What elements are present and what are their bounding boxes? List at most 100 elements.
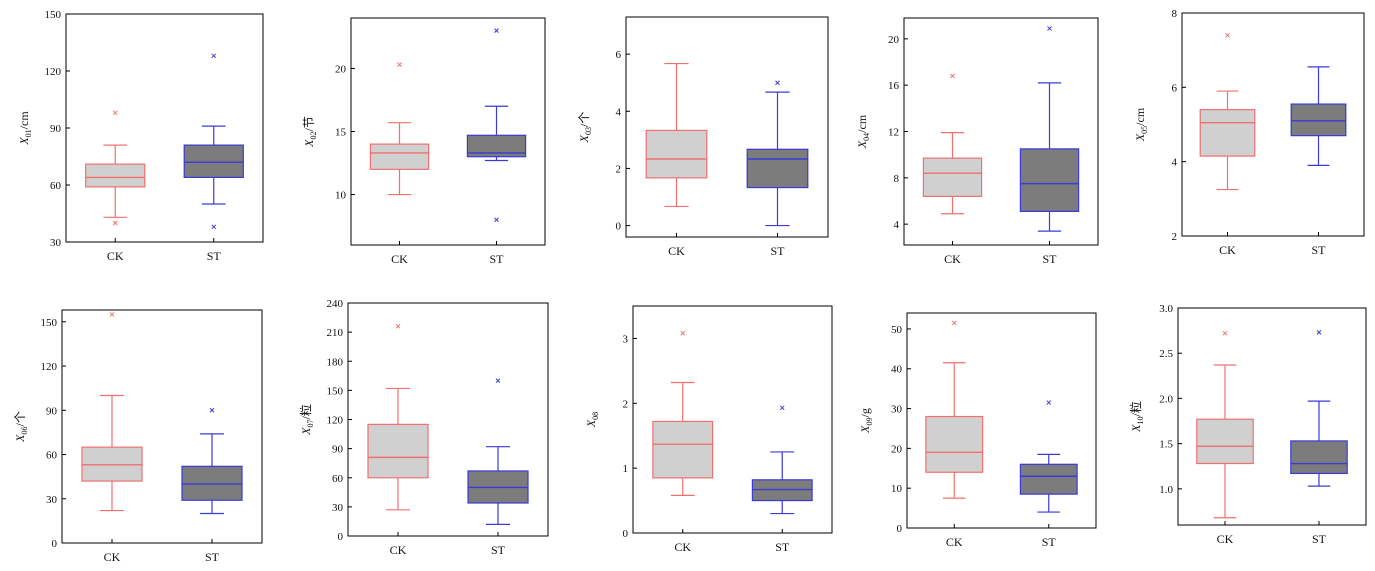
y-tick-label: 8	[894, 173, 900, 185]
outlier-point	[209, 407, 215, 413]
y-tick-label: 2	[623, 398, 629, 410]
iqr-box	[81, 446, 143, 482]
y-tick-label: 3.0	[1159, 303, 1173, 315]
outlier-point	[211, 53, 217, 59]
boxplot-panel-10: 1.0 1.5 2.0 2.5 3.0 CK ST X10/粒	[1128, 303, 1367, 546]
boxplot-panel-9: 0 10 20 30 40 50 CK ST X09/g	[858, 312, 1097, 549]
y-tick-label: 30	[332, 502, 344, 514]
box-ck	[85, 110, 146, 226]
outlier-point	[680, 330, 686, 336]
outlier-point	[495, 378, 501, 384]
y-tick-label: 4	[1172, 157, 1178, 169]
box-ck	[922, 73, 983, 215]
x-category-label: CK	[944, 252, 961, 266]
x-category-label: CK	[674, 540, 691, 554]
y-tick-label: 0	[623, 528, 629, 540]
y-tick-label: 10	[891, 483, 903, 495]
iqr-box	[645, 129, 708, 179]
iqr-box	[369, 143, 430, 170]
x-category-label: CK	[391, 252, 408, 266]
box-st	[467, 378, 529, 525]
x-category-label: ST	[1042, 252, 1057, 266]
y-tick-label: 30	[46, 494, 58, 506]
y-axis-label: X03/个	[577, 112, 593, 144]
x-category-label: ST	[1312, 532, 1327, 546]
outlier-point	[951, 320, 957, 326]
outlier-point	[395, 323, 401, 329]
outlier-point	[397, 62, 402, 68]
plot-frame	[625, 16, 829, 238]
outlier-point	[1225, 32, 1230, 38]
x-category-label: CK	[390, 543, 407, 557]
outlier-point	[779, 405, 785, 411]
plot-frame	[1177, 307, 1367, 526]
box-ck	[1199, 32, 1256, 191]
y-tick-label: 1	[623, 463, 629, 475]
outlier-point	[112, 220, 118, 226]
box-ck	[652, 330, 714, 496]
y-axis-label: X10/粒	[1128, 401, 1145, 433]
x-category-label: CK	[107, 249, 124, 263]
y-axis-label: X02/节	[302, 116, 318, 148]
outlier-point	[494, 28, 499, 33]
y-axis-label: X09/g	[858, 408, 874, 434]
iqr-box	[1019, 148, 1080, 213]
y-tick-label: 90	[50, 123, 62, 135]
outlier-point	[1046, 400, 1052, 405]
y-tick-label: 2.5	[1159, 348, 1173, 360]
y-axis-label: X04/cm	[855, 114, 871, 149]
iqr-box	[746, 148, 809, 189]
plot-frame	[350, 17, 546, 246]
box-st	[1290, 330, 1348, 487]
y-axis-label: X01/cm	[17, 111, 33, 146]
iqr-box	[367, 423, 429, 479]
y-tick-label: 50	[891, 324, 903, 336]
x-category-label: CK	[1217, 532, 1234, 546]
y-tick-label: 4	[616, 106, 622, 118]
box-ck	[1196, 330, 1254, 519]
box-ck	[81, 312, 143, 512]
iqr-box	[1290, 103, 1347, 137]
box-st	[746, 80, 809, 227]
box-st	[1019, 26, 1080, 232]
plot-frame	[1181, 12, 1365, 237]
boxplot-panel-1: 30 60 90 120 150 CK ST X01/cm	[17, 9, 264, 263]
y-tick-label: 0	[897, 523, 903, 535]
outlier-point	[211, 224, 217, 230]
y-tick-label: 0	[616, 221, 622, 233]
boxplot-panel-2: 10 15 20 CK ST X02/节	[302, 17, 546, 266]
y-tick-label: 0	[52, 538, 58, 550]
outlier-point	[494, 217, 499, 223]
y-tick-label: 180	[327, 356, 344, 368]
boxplot-panel-3: 0 2 4 6 CK ST X03/个	[577, 16, 829, 258]
iqr-box	[1290, 440, 1348, 475]
x-category-label: ST	[491, 543, 506, 557]
y-tick-label: 150	[327, 385, 344, 397]
y-axis-label: X06/个	[13, 411, 29, 443]
y-tick-label: 30	[50, 237, 62, 249]
y-tick-label: 2	[616, 163, 622, 175]
x-category-label: CK	[668, 244, 685, 258]
y-tick-label: 120	[327, 415, 344, 427]
x-category-label: ST	[1311, 243, 1326, 257]
y-tick-label: 20	[891, 443, 903, 455]
y-tick-label: 10	[335, 190, 347, 202]
box-st	[181, 407, 243, 515]
y-tick-label: 30	[891, 404, 903, 416]
y-tick-label: 2.0	[1159, 393, 1173, 405]
plot-frame	[65, 13, 264, 243]
y-tick-label: 12	[888, 127, 899, 139]
x-category-label: ST	[207, 249, 222, 263]
iqr-box	[652, 420, 714, 479]
iqr-box	[1199, 109, 1256, 157]
iqr-box	[181, 465, 243, 501]
y-tick-label: 1.5	[1159, 439, 1173, 451]
y-tick-label: 150	[41, 317, 58, 329]
x-category-label: ST	[205, 550, 220, 564]
y-tick-label: 2	[1172, 231, 1178, 243]
y-tick-label: 3	[623, 333, 629, 345]
box-st	[1019, 400, 1078, 513]
y-tick-label: 8	[1172, 8, 1178, 20]
boxplot-panel-6: 0 30 60 90 120 150 CK ST X06/个	[13, 309, 263, 564]
outlier-point	[109, 312, 115, 317]
